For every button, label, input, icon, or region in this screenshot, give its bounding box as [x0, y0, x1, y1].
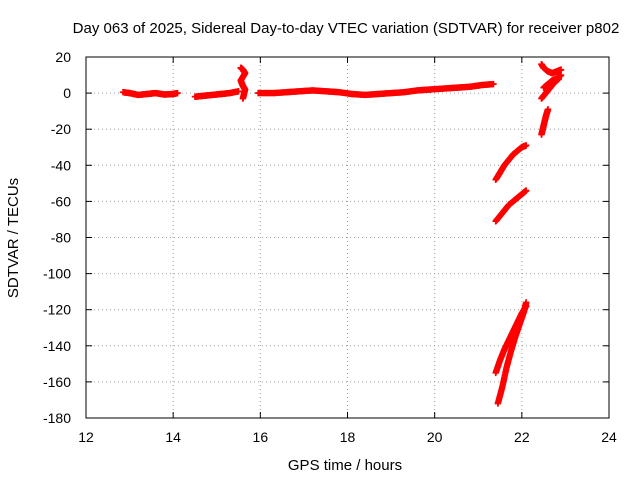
data-point — [235, 88, 242, 95]
data-point — [544, 106, 552, 113]
data-point — [555, 75, 563, 82]
x-tick-label: 18 — [340, 429, 356, 445]
series-arc-4 — [254, 80, 497, 99]
data-point — [522, 142, 530, 149]
y-tick-label: 0 — [63, 85, 71, 101]
x-tick-label: 16 — [253, 429, 269, 445]
x-axis-title: GPS time / hours — [288, 457, 402, 474]
y-tick-label: -60 — [51, 193, 71, 209]
y-tick-label: -40 — [51, 157, 71, 173]
x-tick-label: 20 — [427, 429, 443, 445]
y-tick-label: -100 — [43, 266, 71, 282]
series-arc-8 — [492, 302, 530, 377]
y-axis-title: SDTVAR / TECUs — [5, 178, 22, 298]
series-arc-5 — [492, 142, 530, 183]
x-tick-label: 12 — [78, 429, 94, 445]
series-arc-3 — [237, 64, 249, 102]
data-point — [174, 89, 181, 97]
series-arc-1 — [119, 88, 181, 99]
data-point — [522, 302, 530, 310]
data-points — [119, 61, 565, 407]
x-tick-label: 22 — [514, 429, 530, 445]
y-tick-label: -140 — [43, 338, 71, 354]
grid-lines — [86, 57, 609, 418]
data-point — [557, 66, 565, 73]
tick-labels: 12 14 16 18 20 22 24 -180 -160 -140 -120 -100 -80 -60… — [43, 49, 617, 445]
y-tick-label: -20 — [51, 121, 71, 137]
data-point — [490, 80, 497, 88]
series-arc-11 — [538, 75, 563, 102]
data-point — [522, 187, 530, 194]
y-tick-label: -120 — [43, 302, 71, 318]
chart-title: Day 063 of 2025, Sidereal Day-to-day VTE… — [73, 20, 620, 37]
x-tick-label: 14 — [165, 429, 181, 445]
y-tick-label: -160 — [43, 374, 71, 390]
series-arc-9 — [538, 106, 552, 138]
y-tick-label: -80 — [51, 230, 71, 246]
series-arc-2 — [191, 88, 242, 100]
data-point — [239, 95, 247, 102]
plot-frame — [85, 56, 610, 419]
y-tick-label: 20 — [55, 49, 71, 65]
series-arc-6 — [492, 187, 530, 225]
series-arc-12 — [538, 61, 565, 77]
y-tick-label: -180 — [43, 410, 71, 426]
x-tick-label: 24 — [601, 429, 617, 445]
